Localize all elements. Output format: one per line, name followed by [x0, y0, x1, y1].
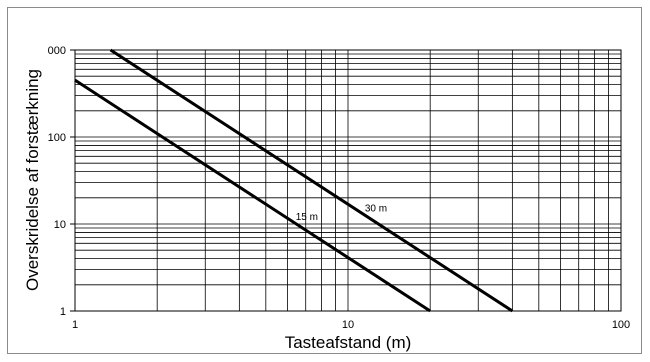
y-tick-label: 1	[60, 306, 66, 318]
x-tick-label: 100	[612, 319, 630, 331]
series-label: 15 m	[296, 212, 318, 223]
plot-area-border	[74, 49, 622, 312]
x-axis-title: Tasteafstand (m)	[285, 333, 412, 352]
x-tick-label: 10	[342, 319, 354, 331]
x-tick-label: 1	[72, 319, 78, 331]
y-tick-label: 10	[54, 219, 66, 231]
grid	[70, 49, 621, 312]
labels: 15 m 30 m	[296, 204, 387, 223]
series-lines	[74, 48, 514, 313]
chart-frame	[7, 7, 642, 354]
y-tick-label: 100	[48, 132, 66, 144]
series-line	[109, 48, 514, 313]
series-line	[74, 78, 431, 313]
y-tick-label: 000	[48, 45, 66, 57]
y-axis-title: Overskridelse af forstærkning	[23, 69, 42, 291]
series-label: 30 m	[365, 204, 387, 215]
